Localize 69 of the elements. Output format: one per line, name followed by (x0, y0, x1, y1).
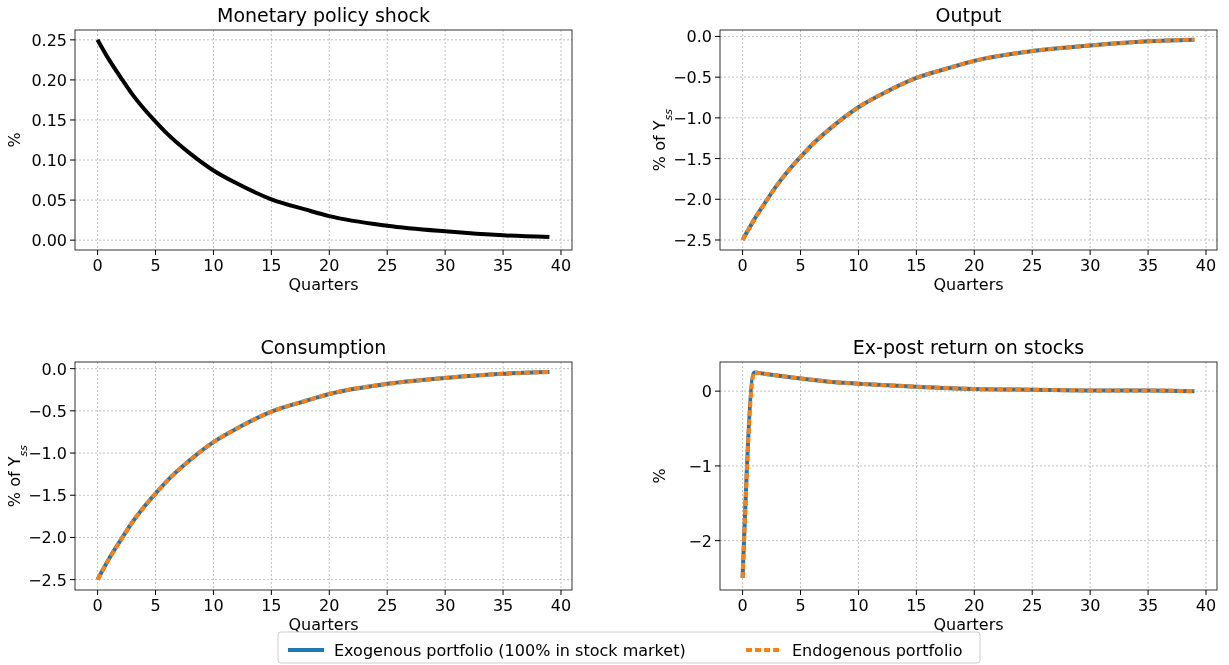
x-tick-label: 10 (203, 596, 224, 615)
x-axis-title: Quarters (288, 275, 359, 294)
legend-label: Exogenous portfolio (100% in stock market) (334, 641, 686, 660)
x-tick-label: 5 (150, 256, 161, 275)
x-tick-label: 0 (737, 596, 748, 615)
x-tick-label: 25 (377, 596, 398, 615)
x-tick-label: 40 (1195, 256, 1217, 275)
y-tick-label: 0.25 (31, 30, 67, 50)
chart-title: Monetary policy shock (217, 4, 430, 26)
x-tick-label: 35 (492, 596, 514, 615)
x-tick-label: 15 (906, 596, 927, 615)
y-tick-label: 0.0 (686, 27, 712, 47)
x-tick-label: 5 (795, 256, 806, 275)
y-tick-label: −0.5 (28, 401, 67, 421)
legend-label: Endogenous portfolio (792, 641, 963, 660)
x-tick-label: 35 (1137, 256, 1159, 275)
y-tick-label: −2 (688, 531, 712, 551)
y-tick-label: −1.0 (673, 108, 712, 128)
y-tick-label: −0.5 (673, 68, 712, 88)
y-tick-label: −2.5 (28, 570, 67, 590)
chart-title: Ex-post return on stocks (852, 336, 1085, 358)
x-tick-label: 25 (377, 256, 398, 275)
x-tick-label: 30 (1079, 256, 1101, 275)
x-tick-label: 40 (550, 256, 572, 275)
y-tick-label: −1 (688, 456, 712, 476)
x-tick-label: 15 (261, 596, 282, 615)
x-tick-label: 20 (319, 596, 340, 615)
x-tick-label: 20 (964, 596, 985, 615)
y-tick-label: 0.0 (41, 359, 67, 379)
y-tick-label: −1.5 (28, 486, 67, 506)
y-tick-label: −1.0 (28, 444, 67, 464)
x-tick-label: 35 (1137, 596, 1159, 615)
x-tick-label: 25 (1022, 256, 1043, 275)
x-tick-label: 0 (737, 256, 748, 275)
x-tick-label: 35 (492, 256, 514, 275)
y-tick-label: 0 (701, 382, 712, 402)
x-tick-label: 10 (848, 596, 869, 615)
y-tick-label: −2.0 (28, 528, 67, 548)
x-tick-label: 30 (434, 256, 456, 275)
x-tick-label: 15 (261, 256, 282, 275)
y-tick-label: −1.5 (673, 149, 712, 169)
x-tick-label: 5 (795, 596, 806, 615)
y-axis-title: % (650, 468, 669, 484)
x-tick-label: 20 (319, 256, 340, 275)
x-axis-title: Quarters (933, 275, 1004, 294)
y-tick-label: 0.05 (31, 191, 67, 211)
y-axis-title: % (5, 132, 24, 148)
chart-title: Consumption (260, 336, 387, 358)
x-axis-title: Quarters (933, 615, 1004, 634)
y-tick-label: 0.15 (31, 110, 67, 130)
x-tick-label: 30 (434, 596, 456, 615)
x-axis-title: Quarters (288, 615, 359, 634)
y-tick-label: −2.0 (673, 190, 712, 210)
y-tick-label: 0.20 (31, 70, 67, 90)
y-tick-label: 0.10 (31, 151, 67, 171)
x-tick-label: 15 (906, 256, 927, 275)
x-tick-label: 40 (1195, 596, 1217, 615)
x-tick-label: 30 (1079, 596, 1101, 615)
x-tick-label: 10 (848, 256, 869, 275)
x-tick-label: 25 (1022, 596, 1043, 615)
x-tick-label: 10 (203, 256, 224, 275)
x-tick-label: 5 (150, 596, 161, 615)
y-tick-label: 0.00 (31, 231, 67, 251)
x-tick-label: 0 (92, 596, 103, 615)
chart-title: Output (935, 4, 1002, 26)
y-tick-label: −2.5 (673, 230, 712, 250)
x-tick-label: 20 (964, 256, 985, 275)
x-tick-label: 40 (550, 596, 572, 615)
x-tick-label: 0 (92, 256, 103, 275)
